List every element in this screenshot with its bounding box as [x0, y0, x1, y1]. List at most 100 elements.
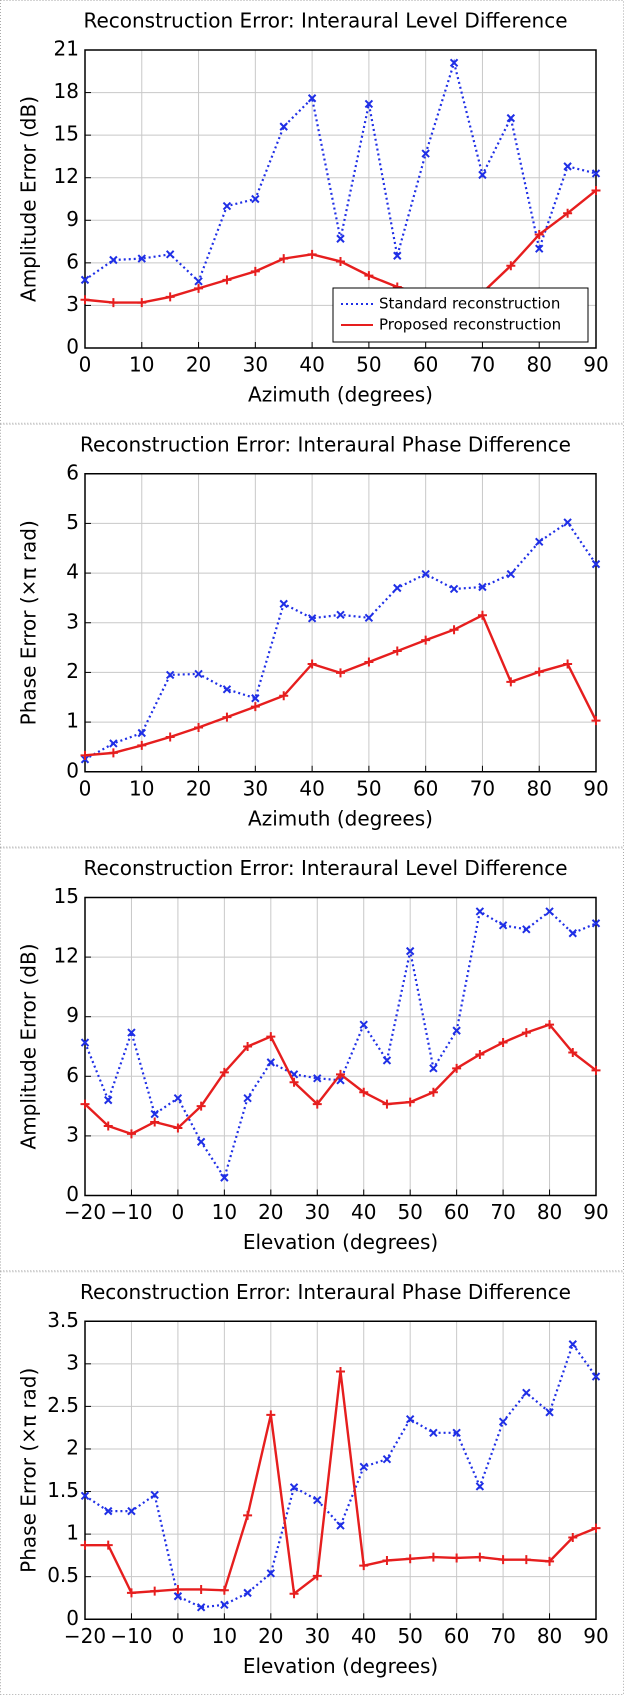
data-point [250, 266, 260, 276]
data-point [80, 295, 90, 305]
data-point [449, 625, 459, 635]
data-point [478, 582, 487, 592]
data-point [173, 1093, 183, 1103]
data-point [563, 162, 572, 171]
y-axis-label: Amplitude Error (dB) [17, 944, 41, 1150]
data-point [359, 1561, 369, 1571]
data-point [393, 583, 402, 593]
data-point [364, 271, 374, 281]
data-point [449, 58, 459, 67]
data-point [196, 1584, 206, 1594]
series-line [83, 909, 597, 1181]
y-tick-label: 9 [66, 1003, 79, 1027]
data-point [126, 1588, 136, 1598]
x-tick-label: 80 [526, 776, 551, 800]
data-point [498, 921, 508, 930]
data-point [266, 1058, 276, 1067]
plot-frame [84, 896, 597, 1197]
data-point [405, 1554, 415, 1564]
data-point [521, 1028, 531, 1038]
data-point [313, 1074, 322, 1083]
data-point [452, 1553, 462, 1563]
data-point [220, 1600, 229, 1609]
data-point [104, 1095, 113, 1105]
data-point [194, 669, 203, 679]
x-axis-label: Elevation (degrees) [243, 1230, 438, 1254]
data-point [243, 1093, 252, 1103]
data-point [421, 569, 430, 579]
data-point [279, 599, 288, 609]
y-tick-label: 15 [54, 884, 79, 908]
data-point [108, 298, 118, 308]
x-tick-label: 50 [356, 353, 381, 377]
data-point [429, 1428, 438, 1437]
data-point [104, 1506, 113, 1516]
data-point [568, 1533, 578, 1543]
data-point [535, 244, 544, 253]
data-point [405, 946, 415, 956]
data-point [165, 670, 175, 680]
data-point [312, 1571, 322, 1581]
x-tick-label: 90 [583, 776, 608, 800]
x-tick-label: 30 [305, 1200, 330, 1224]
data-point [222, 685, 232, 694]
x-tick-label: 90 [583, 1624, 608, 1648]
series-line [84, 1341, 597, 1609]
data-point [591, 169, 601, 178]
data-point [219, 1067, 229, 1077]
data-point [591, 1523, 601, 1533]
x-tick-label: 70 [470, 353, 495, 377]
data-point [196, 1603, 206, 1612]
data-point [522, 1388, 531, 1397]
x-tick-label: 30 [243, 776, 268, 800]
x-tick-label: 80 [526, 353, 551, 377]
data-point [103, 1540, 113, 1550]
data-point [266, 1032, 276, 1042]
data-point [279, 691, 289, 701]
data-point [475, 1049, 485, 1059]
data-point [591, 716, 601, 726]
x-tick-label: 40 [299, 353, 324, 377]
x-tick-label: −20 [64, 1200, 106, 1224]
data-point [173, 1592, 183, 1601]
data-point [591, 185, 601, 195]
x-tick-label: 0 [172, 1624, 185, 1648]
data-point [545, 1556, 555, 1566]
y-tick-label: 3 [66, 609, 79, 633]
data-point [173, 1123, 183, 1133]
data-point [534, 229, 544, 239]
data-point [127, 1506, 136, 1516]
data-point [222, 275, 232, 285]
data-point [449, 584, 459, 594]
data-point [194, 277, 203, 286]
data-point [498, 1555, 508, 1565]
y-axis-label: Phase Error (×π rad) [17, 1368, 41, 1573]
chart-panel: Reconstruction Error: Interaural Level D… [0, 847, 624, 1272]
data-point [250, 702, 260, 712]
data-point [266, 1410, 276, 1420]
data-point [103, 1121, 113, 1131]
x-tick-label: −10 [110, 1200, 152, 1224]
x-tick-label: 10 [212, 1624, 237, 1648]
data-point [165, 292, 175, 302]
data-point [150, 1117, 160, 1127]
y-tick-label: 0 [66, 758, 79, 782]
data-point [307, 659, 317, 669]
data-point [506, 261, 516, 271]
data-point [568, 1047, 578, 1057]
data-point [150, 1586, 160, 1596]
data-point [80, 1038, 90, 1047]
y-tick-label: 12 [54, 944, 79, 968]
x-axis-label: Azimuth (degrees) [248, 806, 433, 830]
plot-frame [84, 1320, 597, 1620]
data-point [220, 1173, 229, 1182]
x-tick-label: 20 [258, 1200, 283, 1224]
chart-title: Reconstruction Error: Interaural Phase D… [80, 1280, 571, 1304]
data-point [545, 907, 554, 916]
data-point [127, 1028, 136, 1037]
data-point [150, 1490, 159, 1500]
data-point [80, 275, 90, 285]
data-point [251, 694, 260, 703]
data-point [165, 250, 175, 259]
data-point [307, 614, 317, 623]
